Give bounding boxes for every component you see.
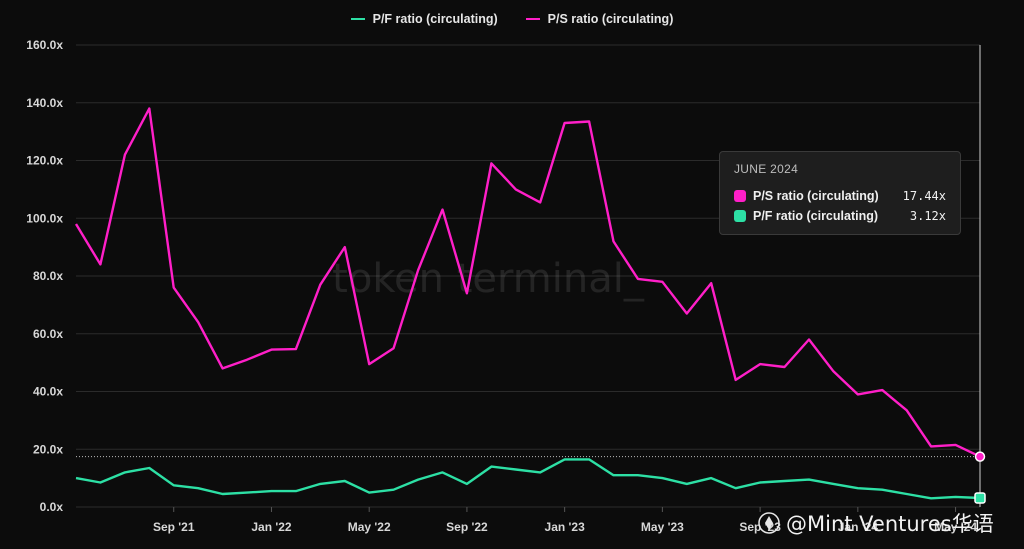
x-tick-label: Jan '24 — [838, 520, 879, 534]
hover-cursor — [76, 45, 986, 507]
tooltip-name-ps: P/S ratio (circulating) — [753, 189, 879, 203]
series-line-ps — [74, 107, 981, 458]
tooltip-swatch-pf — [734, 210, 746, 222]
y-tick-label: 120.0x — [26, 154, 63, 168]
series-lines — [74, 107, 981, 500]
x-tick-label: May '24 — [934, 520, 977, 534]
tooltip-title: JUNE 2024 — [734, 162, 799, 176]
tooltip-value-pf: 3.12x — [909, 209, 946, 223]
y-tick-label: 160.0x — [26, 38, 63, 52]
legend-swatch-ps — [525, 18, 540, 20]
marker-ps — [974, 451, 986, 462]
series-line-pf — [75, 458, 981, 500]
y-tick-label: 140.0x — [26, 96, 63, 110]
grid-lines — [76, 44, 980, 508]
y-tick-label: 20.0x — [33, 442, 63, 456]
tooltip-row-pf: P/F ratio (circulating) 3.12x — [734, 206, 946, 226]
y-tick-label: 0.0x — [40, 500, 64, 514]
y-tick-label: 60.0x — [33, 327, 63, 341]
x-tick-label: Sep '21 — [153, 520, 195, 534]
tooltip: JUNE 2024 P/S ratio (circulating) 17.44x… — [719, 151, 961, 235]
x-tick-label: Jan '23 — [545, 520, 586, 534]
legend-label-pf: P/F ratio (circulating) — [372, 12, 498, 26]
tooltip-swatch-ps — [734, 190, 746, 202]
x-tick-label: May '22 — [348, 520, 391, 534]
legend-label-ps: P/S ratio (circulating) — [547, 12, 674, 26]
corner-watermark: @Mint Ventures华语 — [786, 512, 994, 536]
y-tick-label: 40.0x — [33, 385, 63, 399]
mint-ventures-logo-icon — [758, 512, 780, 534]
marker-pf — [974, 492, 986, 504]
watermark-text: token terminal_ — [332, 256, 645, 302]
x-tick-label: May '23 — [641, 520, 684, 534]
legend-item-pf[interactable]: P/F ratio (circulating) — [350, 12, 498, 26]
x-tick-label: Jan '22 — [251, 520, 292, 534]
x-tick-label: Sep '22 — [446, 520, 488, 534]
tooltip-name-pf: P/F ratio (circulating) — [753, 209, 879, 223]
y-axis: 0.0x 20.0x 40.0x 60.0x 80.0x 100.0x 120.0x 140.… — [26, 38, 63, 514]
legend: P/F ratio (circulating) P/S ratio (circu… — [0, 12, 1024, 26]
y-tick-label: 80.0x — [33, 269, 63, 283]
legend-swatch-pf — [350, 18, 365, 20]
y-tick-label: 100.0x — [26, 211, 63, 225]
legend-item-ps[interactable]: P/S ratio (circulating) — [525, 12, 674, 26]
tooltip-row-ps: P/S ratio (circulating) 17.44x — [734, 186, 946, 206]
tooltip-value-ps: 17.44x — [902, 189, 946, 203]
